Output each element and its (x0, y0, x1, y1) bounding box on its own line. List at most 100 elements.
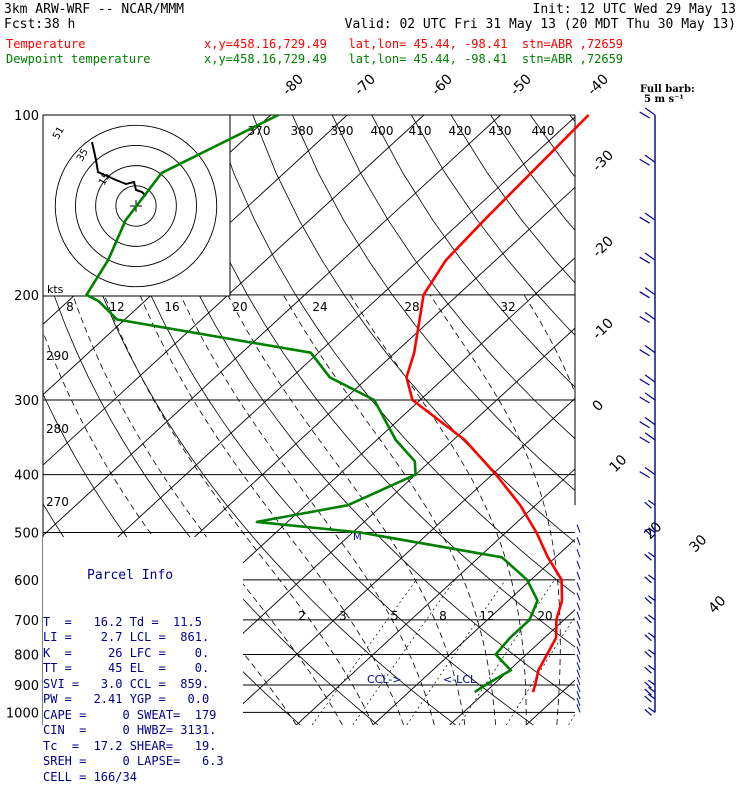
temperature-profile (407, 115, 589, 692)
parcel-info-row: CAPE = 0 SWEAT= 179 (43, 708, 243, 724)
moist-adiabat (524, 295, 602, 725)
moist-adiabat (228, 295, 465, 725)
wind-tick (577, 572, 580, 580)
dry-adiabat (530, 115, 740, 725)
isotherm-label: -30 (590, 147, 617, 174)
pressure-tick-label: 900 (14, 679, 39, 694)
wind-tick (577, 654, 580, 662)
wind-barb-flag (640, 437, 650, 443)
isotherm (526, 115, 740, 725)
wind-barb (645, 253, 655, 260)
wind-tick (577, 525, 580, 533)
wind-barb-key: Full barb: 5 m s⁻¹ (640, 85, 695, 105)
wind-barb-flag (640, 159, 650, 165)
dry-adiabat (610, 115, 740, 725)
pressure-tick-label: 100 (14, 109, 39, 124)
isotherm (220, 115, 740, 725)
wind-barb-flag (645, 617, 652, 623)
wind-tick (577, 582, 580, 590)
wind-tick (577, 593, 580, 601)
parcel-info-row: SREH = 0 LAPSE= 6.3 (43, 754, 243, 770)
wind-barb (645, 213, 655, 220)
wind-barb (645, 155, 655, 162)
wind-barb (648, 575, 655, 580)
theta-label: 410 (409, 124, 432, 138)
wind-barb-flag (645, 577, 652, 583)
theta-label: 380 (291, 124, 314, 138)
hodograph-speed-label: 16 (164, 300, 179, 314)
wind-barb (645, 108, 655, 115)
dry-adiabat (491, 115, 740, 725)
wind-barb-flag (640, 292, 650, 298)
parcel-info-row: T = 16.2 Td = 11.5 (43, 615, 243, 631)
isotherm (679, 115, 740, 725)
hodograph-speed-label: 12 (109, 300, 124, 314)
wind-tick (577, 630, 580, 638)
wind-barb-flag (640, 257, 650, 263)
wind-barb-flag (645, 598, 652, 604)
pressure-tick-label: 800 (14, 648, 39, 663)
isotherm (0, 115, 41, 725)
ccl-label: CCL-> (367, 673, 401, 686)
wind-barb-flag (645, 651, 652, 657)
wind-tick (577, 638, 580, 646)
pressure-tick-label: 200 (14, 289, 39, 304)
wind-barb (645, 393, 655, 400)
wind-barb (645, 346, 655, 353)
wind-barb (645, 433, 655, 440)
theta-side-label: 290 (46, 349, 69, 363)
isotherm-label: 40 (706, 593, 730, 617)
hodograph-speed-label: 32 (500, 300, 515, 314)
theta-side-label: 270 (46, 495, 69, 509)
wind-barb-flag (640, 217, 650, 223)
mixing-ratio-label: 5 (391, 609, 399, 623)
hodograph-speed-label: 20 (232, 300, 247, 314)
lcl-label: <-LCL (443, 673, 477, 686)
parcel-info-row: Tc = 17.2 SHEAR= 19. (43, 739, 243, 755)
wind-barb-flag (645, 689, 652, 695)
dry-adiabat (689, 115, 740, 725)
wind-barb-flag (645, 502, 652, 508)
isotherm-label: -50 (508, 71, 535, 98)
parcel-info-row: SVI = 3.0 CCL = 859. (43, 677, 243, 693)
wind-tick (577, 549, 580, 557)
mixing-ratio-line (569, 580, 657, 725)
wind-tick (577, 561, 580, 569)
wind-barb-flag (640, 379, 650, 385)
wind-barb (648, 552, 655, 557)
wind-barb (645, 375, 655, 382)
wind-tick (577, 537, 580, 545)
wind-barb (648, 687, 655, 692)
parcel-info-row: TT = 45 EL = 0. (43, 661, 243, 677)
theta-label: 440 (532, 124, 555, 138)
isotherm-label: -60 (429, 71, 456, 98)
wind-tick (577, 612, 580, 620)
wind-barb (645, 418, 655, 425)
theta-label: 370 (248, 124, 271, 138)
dry-adiabat (729, 115, 740, 725)
theta-label: 420 (449, 124, 472, 138)
pressure-tick-label: 400 (14, 469, 39, 484)
isotherm-label: -10 (590, 315, 617, 342)
wind-barb-flag (640, 350, 650, 356)
wind-barb-flag (640, 422, 650, 428)
isotherm-label: 10 (607, 452, 631, 476)
pressure-tick-label: 500 (14, 527, 39, 542)
wind-barb-flag (645, 682, 652, 688)
isotherm (296, 115, 740, 725)
isotherm (450, 115, 740, 725)
wind-barb-flag (640, 112, 650, 118)
wind-barb (648, 650, 655, 655)
theta-label: 430 (489, 124, 512, 138)
dry-adiabat (451, 115, 740, 725)
wind-barbs (577, 108, 655, 716)
mixing-ratio-label: 20 (537, 609, 552, 623)
wind-barb (648, 596, 655, 601)
wind-barb (648, 708, 655, 713)
mixing-ratio-line (506, 580, 598, 725)
wind-barb (645, 288, 655, 295)
parcel-info-row: CIN = 0 HWBZ= 3131. (43, 723, 243, 739)
dry-adiabat (411, 115, 740, 725)
wind-barb (645, 467, 655, 474)
parcel-info-row: PW = 2.41 YGP = 0.0 (43, 692, 243, 708)
